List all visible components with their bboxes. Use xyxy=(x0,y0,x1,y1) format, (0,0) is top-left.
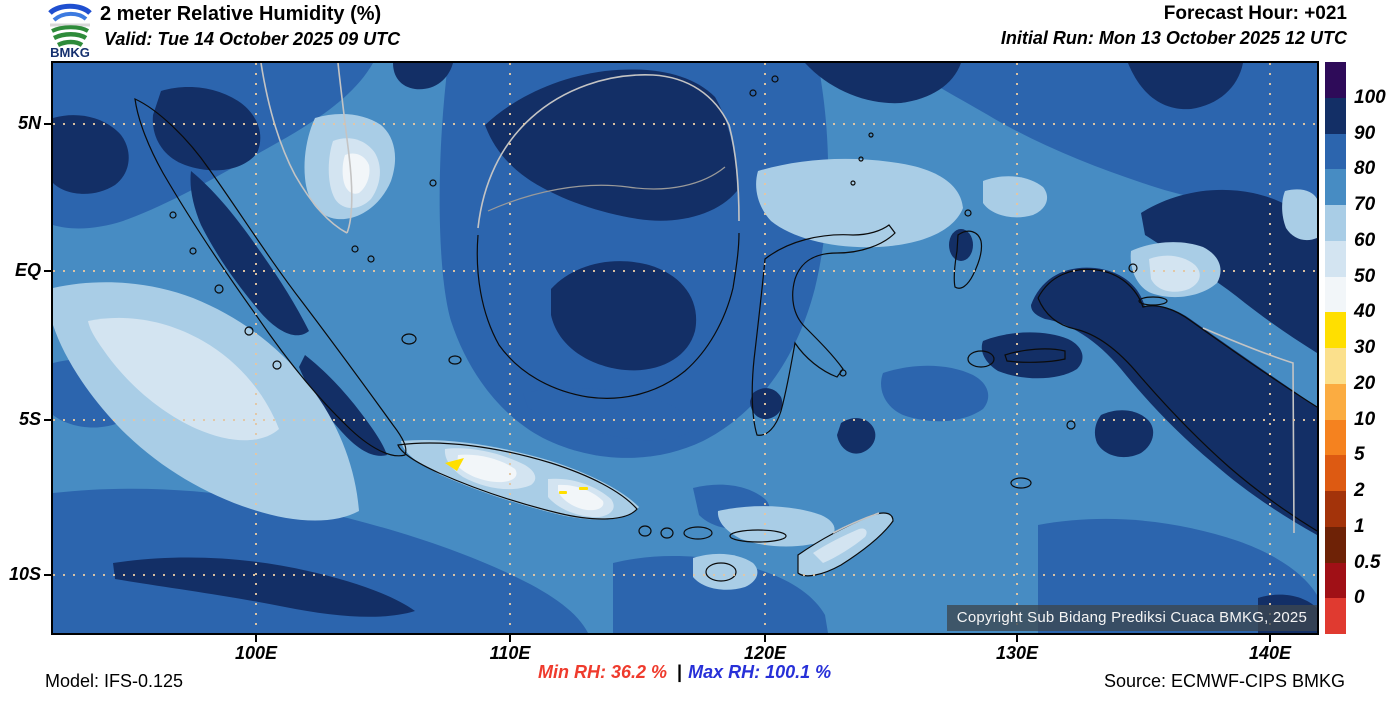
x-tick-label: 100E xyxy=(234,643,278,663)
y-axis: 5N EQ 5S 10S xyxy=(0,63,53,633)
colorbar-tick-label: 70 xyxy=(1354,194,1376,215)
colorbar-tick-label: 0 xyxy=(1354,587,1365,609)
colorbar-tick-label: 1 xyxy=(1354,515,1365,537)
min-rh-label: Min RH: 36.2 % xyxy=(538,662,668,682)
min-max-separator: | xyxy=(677,662,683,682)
gridlines xyxy=(53,63,1317,633)
colorbar-tick-label: 2 xyxy=(1354,480,1365,501)
colorbar-segment xyxy=(1325,169,1346,205)
colorbar-segment xyxy=(1325,383,1346,420)
y-tick-label: 5S xyxy=(18,409,41,429)
colorbar-segment xyxy=(1325,419,1346,456)
colorbar-segment xyxy=(1325,455,1346,491)
x-axis: 100E 110E 120E 130E 140E xyxy=(53,633,1317,663)
colorbar-segment xyxy=(1325,526,1346,563)
min-max-line: Min RH: 36.2 % | Max RH: 100.1 % xyxy=(538,662,831,683)
colorbar-segment xyxy=(1325,562,1346,599)
colorbar-tick-label: 100 xyxy=(1354,86,1386,108)
colorbar-segment xyxy=(1325,276,1346,313)
colorbar-segment xyxy=(1325,598,1346,634)
y-tick xyxy=(44,270,53,272)
colorbar-segment xyxy=(1325,348,1346,384)
y-tick xyxy=(44,574,53,576)
forecast-hour-label: Forecast Hour: +021 xyxy=(1163,3,1347,24)
y-tick-label: EQ xyxy=(14,260,41,280)
header-right: Forecast Hour: +021 Initial Run: Mon 13 … xyxy=(747,3,1347,49)
x-tick-label: 110E xyxy=(489,643,531,663)
gray-borders xyxy=(260,63,1295,534)
x-tick xyxy=(1269,633,1271,642)
x-tick-label: 140E xyxy=(1248,643,1292,663)
colorbar-segment xyxy=(1325,62,1346,98)
colorbar-segment xyxy=(1325,133,1346,170)
colorbar-tick-label: 50 xyxy=(1354,265,1376,287)
y-tick xyxy=(44,123,53,125)
x-tick xyxy=(255,633,257,642)
colorbar-tick-label: 80 xyxy=(1354,158,1376,180)
colorbar-segment xyxy=(1325,491,1346,527)
y-tick-label: 5N xyxy=(17,113,41,133)
source-label: Source: ECMWF-CIPS BMKG xyxy=(1103,671,1345,691)
x-tick-label: 120E xyxy=(743,643,787,663)
humidity-map-svg xyxy=(53,63,1317,633)
colorbar-tick-label: 0.5 xyxy=(1354,551,1381,573)
rh-30-40-layer xyxy=(445,458,588,494)
colorbar-segments xyxy=(1325,62,1346,634)
colorbar-segment xyxy=(1325,312,1346,348)
bmkg-logo-text: BMKG xyxy=(50,45,90,59)
colorbar-labels: 100 90 80 70 60 50 40 30 20 10 5 2 1 0.5 0 xyxy=(1354,62,1400,634)
country-borders xyxy=(487,166,726,212)
colorbar-segment xyxy=(1325,97,1346,134)
y-tick xyxy=(44,419,53,421)
colorbar-tick-label: 60 xyxy=(1354,229,1376,251)
colorbar-tick-label: 20 xyxy=(1354,372,1376,394)
valid-time-label: Valid: Tue 14 October 2025 09 UTC xyxy=(104,29,401,49)
x-tick-label: 130E xyxy=(995,643,1039,663)
colorbar-tick-label: 90 xyxy=(1354,122,1376,144)
colorbar-tick-label: 40 xyxy=(1354,301,1376,323)
bmkg-logo-icon: BMKG xyxy=(48,3,92,59)
page-title: 2 meter Relative Humidity (%) xyxy=(100,3,382,25)
model-label: Model: IFS-0.125 xyxy=(45,671,184,691)
colorbar-tick-label: 10 xyxy=(1354,408,1376,430)
map-frame: Copyright Sub Bidang Prediksi Cuaca BMKG… xyxy=(51,61,1319,635)
colorbar-segment xyxy=(1325,240,1346,277)
x-tick xyxy=(509,633,511,642)
colorbar-tick-label: 5 xyxy=(1354,444,1365,466)
x-tick xyxy=(764,633,766,642)
y-tick-label: 10S xyxy=(8,564,41,584)
copyright-watermark: Copyright Sub Bidang Prediksi Cuaca BMKG… xyxy=(946,605,1317,631)
x-tick xyxy=(1016,633,1018,642)
colorbar-tick-label: 30 xyxy=(1354,337,1376,358)
colorbar-segment xyxy=(1325,205,1346,241)
max-rh-label: Max RH: 100.1 % xyxy=(688,662,832,682)
rh-90-100-layer xyxy=(53,63,1317,633)
coastlines xyxy=(134,75,1317,582)
initial-run-label: Initial Run: Mon 13 October 2025 12 UTC xyxy=(1000,28,1347,48)
